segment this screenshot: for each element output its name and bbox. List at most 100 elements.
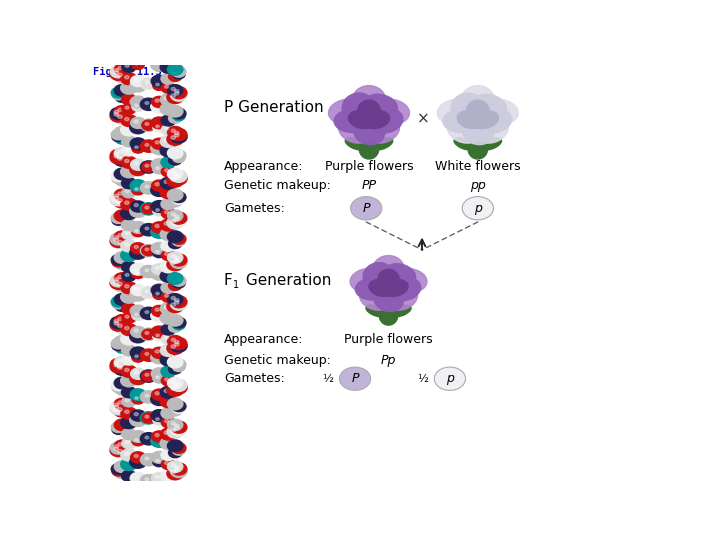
Circle shape: [142, 434, 156, 444]
Circle shape: [165, 169, 168, 172]
Circle shape: [168, 440, 183, 451]
Circle shape: [161, 261, 176, 273]
Circle shape: [121, 157, 137, 168]
Circle shape: [115, 218, 129, 228]
Ellipse shape: [369, 280, 395, 296]
Circle shape: [161, 157, 176, 168]
Circle shape: [171, 261, 176, 265]
Ellipse shape: [373, 255, 405, 283]
Circle shape: [112, 215, 125, 225]
Text: Gametes:: Gametes:: [224, 372, 284, 385]
Circle shape: [132, 311, 145, 320]
Circle shape: [155, 392, 159, 395]
Circle shape: [172, 278, 185, 288]
Circle shape: [118, 66, 122, 70]
Circle shape: [174, 424, 179, 427]
Circle shape: [114, 361, 119, 365]
Circle shape: [142, 287, 156, 298]
Ellipse shape: [346, 138, 365, 150]
Circle shape: [168, 252, 183, 264]
Ellipse shape: [390, 268, 427, 293]
Circle shape: [114, 406, 119, 409]
Ellipse shape: [369, 109, 403, 133]
Circle shape: [161, 125, 176, 135]
Ellipse shape: [378, 269, 399, 289]
Ellipse shape: [350, 268, 387, 293]
Circle shape: [122, 145, 136, 156]
Ellipse shape: [443, 110, 480, 132]
Circle shape: [125, 159, 129, 163]
Circle shape: [164, 264, 168, 267]
Circle shape: [135, 146, 138, 148]
Circle shape: [134, 120, 138, 123]
Circle shape: [130, 96, 146, 108]
Circle shape: [145, 144, 149, 146]
Circle shape: [125, 410, 129, 414]
Circle shape: [140, 202, 157, 215]
Text: p: p: [474, 202, 482, 215]
Circle shape: [140, 182, 157, 194]
Circle shape: [142, 371, 156, 381]
Circle shape: [130, 221, 146, 233]
Ellipse shape: [373, 138, 392, 150]
Circle shape: [140, 370, 157, 382]
Circle shape: [171, 178, 176, 181]
Circle shape: [122, 396, 136, 407]
Circle shape: [174, 342, 179, 346]
Text: Pp: Pp: [381, 354, 396, 367]
Circle shape: [145, 415, 149, 418]
Circle shape: [114, 154, 119, 158]
Circle shape: [134, 245, 138, 248]
Circle shape: [140, 328, 157, 340]
Circle shape: [152, 431, 166, 442]
Circle shape: [161, 177, 176, 189]
Circle shape: [156, 125, 159, 127]
Ellipse shape: [473, 116, 508, 143]
Circle shape: [150, 393, 168, 406]
Circle shape: [161, 428, 176, 440]
Circle shape: [121, 416, 137, 429]
Circle shape: [171, 381, 187, 394]
Circle shape: [155, 99, 159, 102]
Circle shape: [174, 217, 179, 221]
Ellipse shape: [359, 284, 393, 310]
Circle shape: [172, 153, 185, 163]
Circle shape: [114, 335, 130, 347]
Circle shape: [121, 449, 137, 461]
Circle shape: [151, 159, 167, 171]
Circle shape: [151, 326, 167, 338]
Circle shape: [114, 363, 130, 375]
Circle shape: [168, 398, 183, 410]
Circle shape: [111, 296, 125, 307]
Circle shape: [155, 266, 159, 269]
Circle shape: [171, 214, 187, 227]
Circle shape: [121, 458, 137, 470]
Circle shape: [114, 294, 130, 305]
Circle shape: [110, 444, 127, 457]
Circle shape: [168, 189, 183, 201]
Circle shape: [132, 186, 145, 195]
Circle shape: [130, 243, 145, 254]
Circle shape: [134, 413, 138, 416]
Circle shape: [172, 404, 185, 414]
Circle shape: [150, 435, 168, 447]
Circle shape: [122, 62, 136, 72]
Circle shape: [134, 204, 138, 207]
Circle shape: [114, 236, 119, 239]
Circle shape: [351, 197, 382, 220]
Ellipse shape: [451, 93, 482, 120]
Text: Purple flowers: Purple flowers: [325, 160, 413, 173]
Circle shape: [153, 290, 166, 300]
Circle shape: [112, 258, 125, 267]
Circle shape: [122, 187, 136, 198]
Circle shape: [165, 127, 168, 130]
Circle shape: [130, 347, 146, 359]
Text: Genetic makeup:: Genetic makeup:: [224, 179, 330, 192]
Circle shape: [161, 450, 176, 461]
Circle shape: [135, 272, 138, 274]
Circle shape: [112, 341, 125, 350]
Circle shape: [172, 362, 185, 372]
Circle shape: [145, 227, 149, 230]
Circle shape: [114, 64, 130, 75]
Circle shape: [114, 113, 119, 116]
